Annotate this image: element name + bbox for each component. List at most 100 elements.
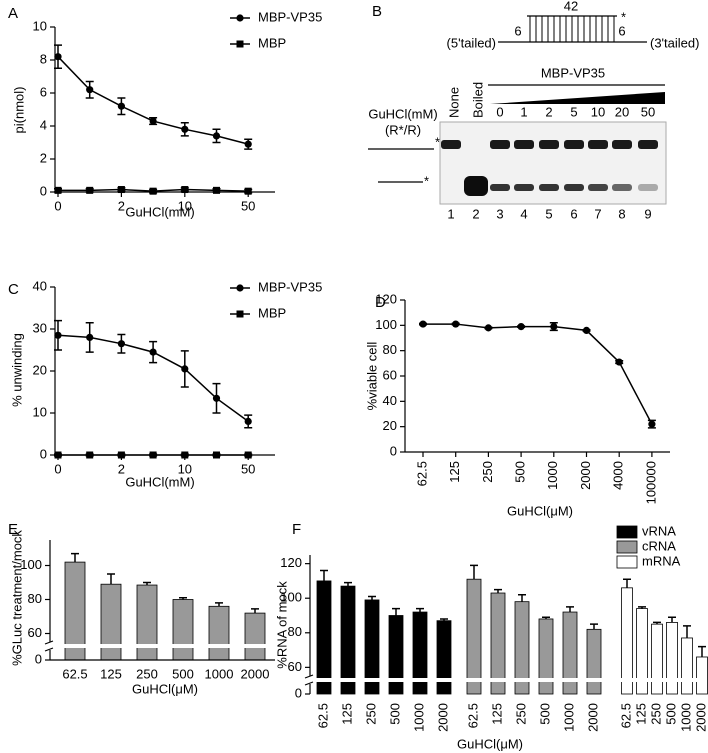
data-point <box>54 451 62 459</box>
x-tick-label: 125 <box>339 703 354 725</box>
bar <box>621 587 633 695</box>
label-star: * <box>621 9 626 24</box>
y-tick-label: 8 <box>40 51 47 66</box>
data-point <box>213 186 220 194</box>
concentration-label: 5 <box>570 104 577 119</box>
panel-letter: A <box>8 5 18 22</box>
lane-number: 5 <box>545 206 552 221</box>
x-tick-label: 1000 <box>561 703 576 732</box>
y-tick-label: 10 <box>33 18 47 33</box>
data-point <box>86 186 94 194</box>
concentration-label: 1 <box>520 104 527 119</box>
legend-marker <box>236 310 244 318</box>
x-tick-label: 500 <box>513 461 528 483</box>
bar <box>651 623 663 695</box>
x-tick-label: 10 <box>178 198 192 213</box>
y-tick-label: 30 <box>33 320 47 335</box>
error-bar <box>623 578 631 588</box>
x-tick-label: 62.5 <box>465 703 480 728</box>
x-tick-label: 250 <box>513 703 528 725</box>
panel-letter: C <box>8 281 19 298</box>
x-tick-label: 2 <box>118 198 125 213</box>
y-tick-label: 6 <box>40 84 47 99</box>
panel-letter: D <box>375 294 386 311</box>
gradient-wedge <box>490 92 665 104</box>
x-tick-label: 500 <box>537 703 552 725</box>
x-tick-label: 1000 <box>411 703 426 732</box>
y-axis-label: %viable cell <box>364 342 379 411</box>
y-tick-label: 60 <box>288 659 302 674</box>
y-axis-label: %RNA of mock <box>274 581 289 669</box>
x-tick-label: 62.5 <box>315 703 330 728</box>
bar <box>586 628 602 695</box>
data-point <box>117 340 125 348</box>
x-tick-label: 10 <box>178 461 192 476</box>
legend-marker <box>236 14 244 22</box>
error-bar <box>368 595 376 600</box>
x-tick-label: 62.5 <box>618 703 633 728</box>
data-point <box>582 326 591 334</box>
error-bar <box>320 569 328 581</box>
y-tick-label: 120 <box>375 291 397 306</box>
bar <box>696 656 708 695</box>
lane-number: 1 <box>447 206 454 221</box>
x-tick-label: 2000 <box>585 703 600 732</box>
data-point <box>86 451 94 459</box>
bar <box>412 611 428 695</box>
bar <box>466 578 482 695</box>
tail-name: (3'tailed) <box>650 35 699 50</box>
data-point <box>212 132 221 140</box>
legend-label: mRNA <box>642 553 681 568</box>
concentration-label: 10 <box>591 104 605 119</box>
data-point <box>117 102 125 110</box>
y-tick-label: 40 <box>33 278 47 293</box>
error-bar <box>668 616 676 623</box>
x-tick-label: 1000 <box>205 666 234 681</box>
data-point <box>550 323 558 331</box>
lane-number: 6 <box>570 206 577 221</box>
y-tick-label: 80 <box>288 624 302 639</box>
y-tick-label: 0 <box>40 183 47 198</box>
y-tick-label: 4 <box>40 117 47 132</box>
comb <box>529 16 615 42</box>
error-bar <box>392 607 400 616</box>
bar <box>636 608 648 695</box>
data-point <box>648 420 656 428</box>
y-axis-label: %GLuc treatment/mock <box>9 530 24 666</box>
data-point <box>117 451 125 459</box>
data-point <box>517 323 525 331</box>
bar <box>364 599 380 695</box>
condition-label: GuHCl(mM) <box>368 106 437 121</box>
legend-label: vRNA <box>642 523 676 538</box>
x-tick-label: 125 <box>633 703 648 725</box>
bar <box>340 585 356 695</box>
x-tick-label: 2000 <box>435 703 450 732</box>
y-tick-label: 10 <box>33 404 47 419</box>
x-tick-label: 2000 <box>241 666 270 681</box>
data-point <box>212 394 221 402</box>
y-tick-label: 0 <box>35 651 42 666</box>
length-label: 42 <box>564 0 578 13</box>
x-tick-label: 4000 <box>611 461 626 490</box>
data-point <box>244 451 252 459</box>
x-axis-label: GuHCl(μM) <box>132 681 198 696</box>
legend-label: MBP-VP35 <box>258 279 322 294</box>
data-point <box>244 140 252 148</box>
concentration-label: 0 <box>496 104 503 119</box>
x-tick-label: 100000 <box>643 461 658 504</box>
data-point <box>244 187 252 195</box>
data-point <box>54 53 62 61</box>
series-line <box>423 323 653 425</box>
data-point <box>149 451 157 459</box>
data-point <box>181 365 189 373</box>
y-tick-label: 2 <box>40 150 47 165</box>
data-point <box>181 125 189 133</box>
error-bar <box>683 625 691 638</box>
bar <box>172 599 194 661</box>
data-point <box>181 451 189 459</box>
legend-swatch <box>616 555 638 569</box>
error-bar <box>698 645 706 657</box>
legend-label: cRNA <box>642 538 676 553</box>
gel-bands <box>441 140 658 196</box>
axis-break <box>304 674 314 686</box>
